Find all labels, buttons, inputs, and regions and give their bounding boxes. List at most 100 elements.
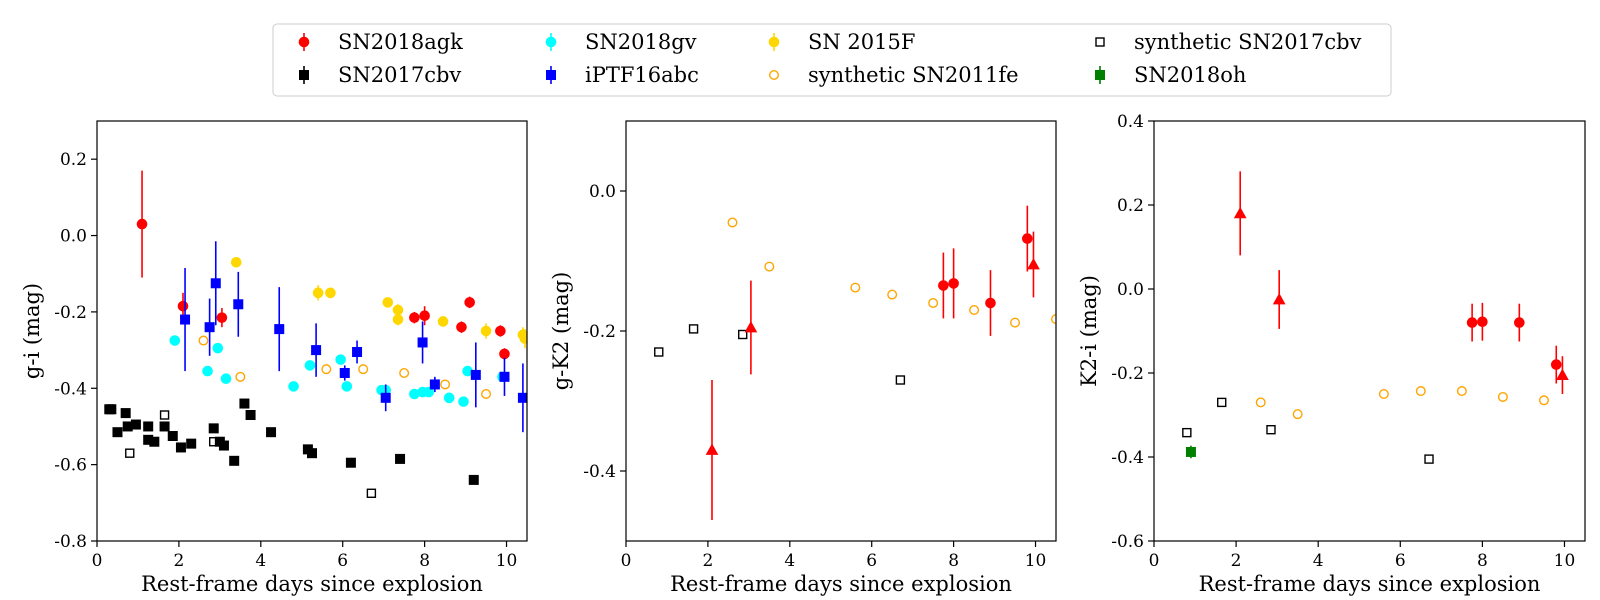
marker-square (1185, 446, 1196, 457)
data-point (1233, 171, 1247, 256)
data-point (198, 335, 209, 346)
data-point (325, 287, 336, 299)
series-synthetic-sn2011fe (727, 217, 1056, 328)
marker-circle (850, 282, 861, 293)
data-point (210, 241, 221, 326)
marker-circle (519, 333, 527, 344)
panel-2: 0 2 4 6 8 10 Rest-frame days since explosion -0… (549, 120, 1057, 596)
data-point (1424, 454, 1434, 464)
data-point (358, 364, 369, 375)
marker-square (311, 345, 322, 356)
marker-circle (392, 314, 404, 325)
x-axis-label: Rest-frame days since explosion (141, 572, 483, 596)
marker-square (218, 440, 229, 451)
data-point (321, 364, 332, 375)
marker-circle (1538, 395, 1549, 406)
data-point (312, 285, 324, 301)
data-point (180, 268, 191, 372)
marker-square (130, 419, 141, 430)
marker-circle (1456, 386, 1467, 397)
data-point (1497, 391, 1508, 402)
y-axis-label: g-i (mag) (20, 283, 44, 379)
marker-circle (312, 287, 324, 299)
marker-square (366, 488, 377, 498)
marker-circle (419, 310, 430, 322)
marker-square (159, 410, 170, 420)
series-sn2018oh (1185, 445, 1196, 459)
data-point (744, 280, 758, 375)
legend-label: SN2018agk (338, 30, 463, 54)
data-point (654, 347, 664, 357)
marker-square (229, 455, 240, 466)
marker-square (274, 324, 285, 335)
data-point (220, 373, 232, 385)
y-tick-label: 0.2 (1117, 196, 1144, 216)
y-tick-label: -0.8 (54, 532, 87, 552)
data-point (307, 448, 317, 459)
marker-circle (423, 386, 435, 398)
legend-item-iptf16abc: iPTF16abc (546, 63, 699, 87)
series-synthetic-sn2017cbv (125, 410, 377, 498)
marker-circle (969, 305, 980, 316)
data-point (395, 453, 406, 464)
series-sn2017cbv (104, 398, 479, 485)
series-sn2018agk (136, 170, 510, 360)
marker-square (307, 448, 317, 459)
marker-square (210, 278, 221, 289)
data-point (399, 368, 410, 379)
marker-square (688, 324, 699, 334)
data-point (1010, 317, 1021, 328)
x-axis: 0 2 4 6 8 10 Rest-frame days since explosion (621, 541, 1047, 596)
marker-circle (464, 297, 475, 308)
data-point (159, 410, 170, 420)
x-axis-label: Rest-frame days since explosion (670, 572, 1012, 596)
data-point (1217, 397, 1227, 408)
data-point (1182, 427, 1192, 438)
marker-square (499, 371, 510, 382)
legend-marker-synthetic-sn2017cbv (1095, 37, 1105, 47)
data-point (186, 438, 197, 449)
marker-circle (440, 379, 451, 390)
marker-circle (1292, 409, 1303, 420)
marker-square (112, 427, 123, 438)
x-axis: 0 2 4 6 8 10 Rest-frame days since explosion (1149, 541, 1575, 596)
data-point (1477, 302, 1488, 341)
marker-square (209, 437, 219, 447)
y-tick-label: 0.4 (1117, 112, 1144, 132)
legend-label: SN 2015F (808, 30, 915, 54)
marker-square (122, 421, 133, 432)
data-point (235, 371, 246, 382)
data-point (895, 375, 906, 385)
data-point (304, 360, 316, 371)
data-point (288, 381, 299, 392)
marker-square (149, 436, 160, 447)
data-point (468, 474, 479, 485)
series-sn2018gv (169, 335, 508, 407)
axes-frame (1153, 120, 1586, 542)
marker-circle (481, 389, 492, 400)
axes-frame (96, 120, 528, 542)
marker-circle (443, 392, 455, 404)
y-axis-label: g-K2 (mag) (549, 272, 573, 391)
marker-circle (304, 360, 316, 371)
legend-label: SN2018gv (585, 30, 697, 54)
data-point (1538, 395, 1549, 406)
marker-square (345, 457, 356, 468)
data-point (1272, 270, 1286, 329)
marker-triangle (705, 443, 719, 455)
series-synthetic-sn2017cbv (654, 324, 906, 385)
data-point (245, 410, 256, 420)
y-tick-label: 0.2 (60, 150, 87, 170)
marker-circle (392, 304, 404, 316)
marker-square (895, 375, 906, 385)
x-tick-label: 6 (866, 551, 877, 571)
data-point (499, 357, 510, 396)
marker-square (125, 448, 135, 458)
x-tick-label: 10 (1025, 551, 1047, 571)
x-tick-label: 2 (173, 551, 184, 571)
data-point (1027, 231, 1040, 298)
marker-circle (202, 365, 213, 377)
marker-circle (1497, 391, 1508, 402)
data-point (1378, 389, 1389, 400)
data-point (1514, 303, 1525, 342)
